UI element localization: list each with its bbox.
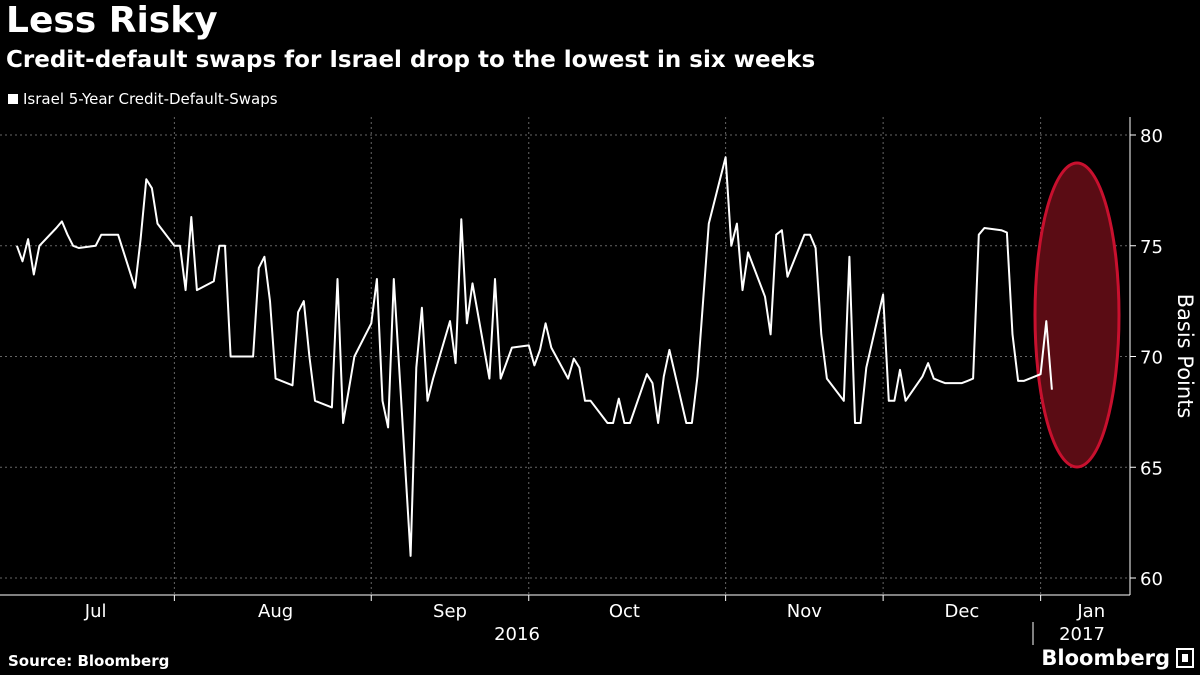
y-axis-label: Basis Points bbox=[1173, 294, 1197, 419]
legend-swatch bbox=[8, 94, 18, 104]
y-tick-label: 75 bbox=[1140, 237, 1163, 258]
x-tick-label: Sep bbox=[433, 601, 467, 622]
x-tick-label: Aug bbox=[258, 601, 293, 622]
x-tick-label: Nov bbox=[787, 601, 822, 622]
x-tick-label: Jan bbox=[1076, 601, 1105, 622]
series-line-israel-cds bbox=[15, 156, 1053, 557]
x-tick-label: Dec bbox=[944, 601, 979, 622]
brand-name: Bloomberg bbox=[1041, 646, 1170, 670]
y-tick-label: 70 bbox=[1140, 348, 1163, 369]
brand-logo: Bloomberg bbox=[1041, 646, 1194, 670]
x-tick-label: Oct bbox=[609, 601, 640, 622]
bloomberg-terminal-icon bbox=[1176, 648, 1194, 668]
source-note: Source: Bloomberg bbox=[8, 652, 170, 670]
year-label: 2016 bbox=[494, 624, 540, 645]
chart-title: Less Risky bbox=[6, 0, 218, 41]
y-tick-label: 80 bbox=[1140, 126, 1163, 147]
x-tick-label: Jul bbox=[84, 601, 107, 622]
y-tick-label: 65 bbox=[1140, 458, 1163, 479]
gridlines bbox=[0, 117, 1130, 595]
highlight-ellipse bbox=[1033, 161, 1121, 469]
chart-subtitle: Credit-default swaps for Israel drop to … bbox=[6, 47, 816, 73]
y-tick-label: 60 bbox=[1140, 569, 1163, 590]
chart-legend: Israel 5-Year Credit-Default-Swaps bbox=[8, 90, 278, 108]
legend-label: Israel 5-Year Credit-Default-Swaps bbox=[23, 90, 278, 108]
year-label: 2017 bbox=[1059, 624, 1105, 645]
